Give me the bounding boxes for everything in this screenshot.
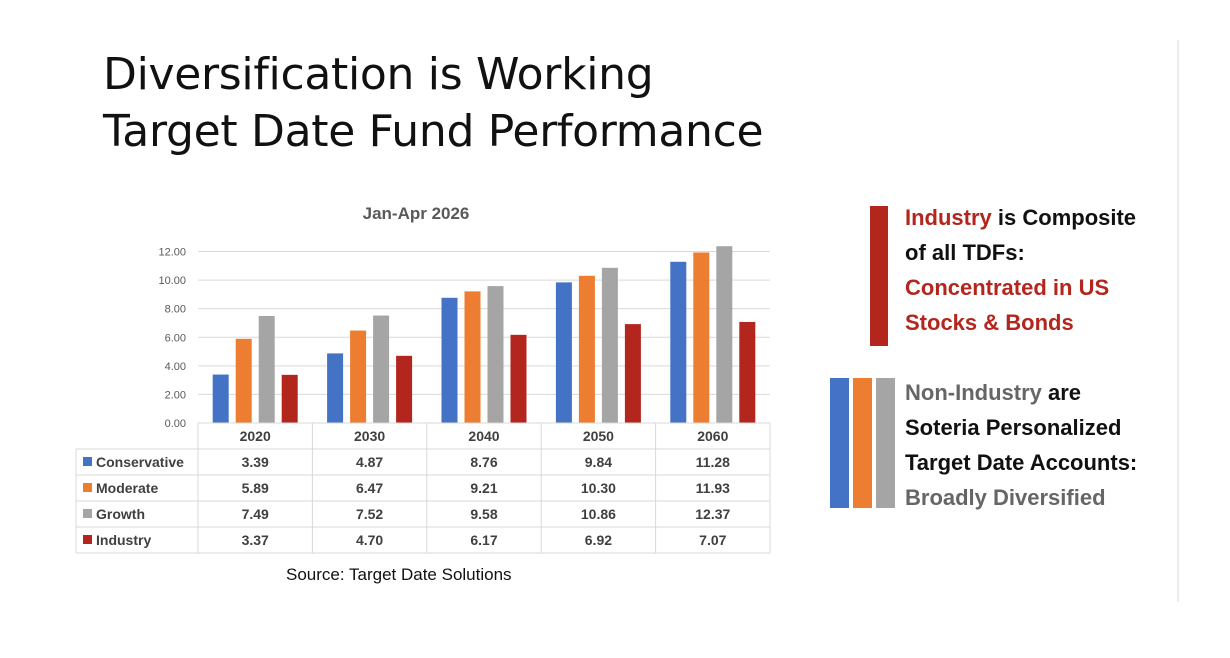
bar-conservative-2040 — [441, 297, 458, 423]
data-label: 6.47 — [356, 480, 383, 496]
data-label: 9.84 — [585, 454, 612, 470]
bar-industry-2050 — [624, 324, 641, 423]
industry-callout-line-3: Concentrated in US — [905, 275, 1110, 300]
chart-title: Jan-Apr 2026 — [363, 204, 470, 223]
bar-moderate-2030 — [350, 330, 367, 423]
data-label: 9.58 — [470, 506, 497, 522]
non-industry-callout-line-3: Target Date Accounts: — [905, 450, 1138, 475]
data-label: 8.76 — [470, 454, 497, 470]
data-label: 6.17 — [470, 532, 497, 548]
industry-callout-line-1: Industry is Composite — [905, 200, 1136, 235]
bar-conservative-2030 — [327, 353, 344, 423]
y-tick-label: 4.00 — [165, 361, 186, 373]
data-label: 7.52 — [356, 506, 383, 522]
bar-conservative-2020 — [212, 374, 229, 423]
title-line-1: Diversification is Working — [103, 49, 654, 100]
bar-moderate-2040 — [464, 291, 481, 423]
legend-label-industry: Industry — [96, 532, 151, 548]
legend-swatch-industry — [83, 535, 92, 544]
bar-moderate-2060 — [693, 252, 710, 423]
bar-growth-2030 — [373, 315, 390, 423]
industry-callout-text: is Composite — [991, 205, 1137, 230]
bar-moderate-2050 — [578, 275, 595, 423]
growth-color-bar — [876, 378, 895, 508]
bar-growth-2020 — [258, 315, 275, 423]
non-industry-callout-text: are — [1041, 380, 1082, 405]
bar-industry-2040 — [510, 334, 527, 423]
bar-conservative-2050 — [555, 282, 572, 423]
y-tick-label: 2.00 — [165, 389, 186, 401]
bar-growth-2050 — [601, 267, 618, 423]
non-industry-callout-line-1: Non-Industry are — [905, 375, 1137, 410]
data-label: 4.87 — [356, 454, 383, 470]
data-label: 10.30 — [581, 480, 616, 496]
data-label: 10.86 — [581, 506, 616, 522]
data-label: 7.07 — [699, 532, 726, 548]
legend-swatch-growth — [83, 509, 92, 518]
data-label: 4.70 — [356, 532, 383, 548]
data-label: 11.28 — [696, 454, 730, 470]
moderate-color-bar — [853, 378, 872, 508]
bar-industry-2020 — [281, 374, 298, 423]
bar-moderate-2020 — [235, 338, 252, 423]
data-label: 6.92 — [585, 532, 612, 548]
legend-label-moderate: Moderate — [96, 480, 158, 496]
industry-term: Industry — [905, 205, 992, 230]
non-industry-callout: Non-Industry are Soteria Personalized Ta… — [905, 375, 1137, 515]
bar-growth-2060 — [716, 246, 733, 423]
data-label: 9.21 — [470, 480, 497, 496]
legend-swatch-conservative — [83, 457, 92, 466]
source-note: Source: Target Date Solutions — [286, 565, 512, 584]
industry-callout-line-2: of all TDFs: — [905, 240, 1025, 265]
industry-callout-line-4: Stocks & Bonds — [905, 310, 1074, 335]
y-tick-label: 8.00 — [165, 304, 186, 316]
data-label: 5.89 — [242, 480, 269, 496]
divider-line — [1177, 40, 1179, 602]
industry-callout: Industry is Composite of all TDFs: Conce… — [905, 200, 1136, 340]
data-label: 12.37 — [695, 506, 730, 522]
non-industry-callout-line-4: Broadly Diversified — [905, 485, 1106, 510]
non-industry-term: Non-Industry — [905, 380, 1042, 405]
non-industry-callout-line-2: Soteria Personalized — [905, 415, 1122, 440]
title-line-2: Target Date Fund Performance — [103, 106, 764, 157]
bar-industry-2060 — [739, 321, 756, 423]
conservative-color-bar — [830, 378, 849, 508]
industry-color-bar — [870, 206, 888, 346]
bar-industry-2030 — [396, 355, 413, 423]
data-label: 3.39 — [242, 454, 269, 470]
y-tick-label: 12.00 — [158, 247, 186, 259]
x-tick-label: 2030 — [354, 428, 385, 444]
x-tick-label: 2020 — [240, 428, 271, 444]
data-label: 7.49 — [242, 506, 269, 522]
y-tick-label: 10.00 — [158, 275, 186, 287]
data-label: 3.37 — [242, 532, 269, 548]
x-tick-label: 2050 — [583, 428, 614, 444]
x-tick-label: 2040 — [468, 428, 499, 444]
legend-label-conservative: Conservative — [96, 454, 184, 470]
y-tick-label: 6.00 — [165, 332, 186, 344]
slide-title: Diversification is Working Target Date F… — [103, 46, 764, 160]
legend-swatch-moderate — [83, 483, 92, 492]
data-label: 11.93 — [696, 480, 730, 496]
bar-growth-2040 — [487, 286, 504, 423]
x-tick-label: 2060 — [697, 428, 728, 444]
y-tick-label: 0.00 — [165, 418, 186, 430]
legend-label-growth: Growth — [96, 506, 145, 522]
bar-conservative-2060 — [670, 261, 687, 423]
